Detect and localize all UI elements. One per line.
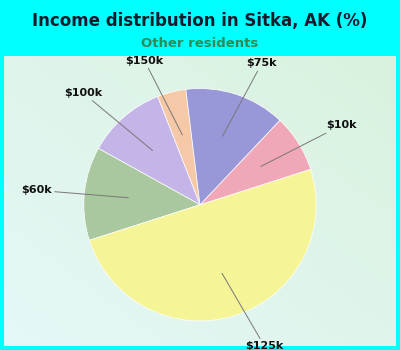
Text: $10k: $10k [261, 120, 356, 166]
Text: $60k: $60k [21, 185, 128, 198]
Wedge shape [98, 97, 200, 205]
Text: $150k: $150k [125, 56, 182, 135]
Text: City-Data.com: City-Data.com [255, 79, 329, 89]
Wedge shape [200, 120, 311, 205]
Wedge shape [158, 89, 200, 205]
Text: $125k: $125k [222, 273, 284, 350]
Text: Other residents: Other residents [141, 37, 259, 50]
Text: $75k: $75k [222, 58, 277, 136]
Wedge shape [89, 169, 316, 321]
Wedge shape [84, 148, 200, 240]
Text: Income distribution in Sitka, AK (%): Income distribution in Sitka, AK (%) [32, 12, 368, 30]
Text: $100k: $100k [64, 88, 152, 150]
Wedge shape [186, 89, 280, 205]
